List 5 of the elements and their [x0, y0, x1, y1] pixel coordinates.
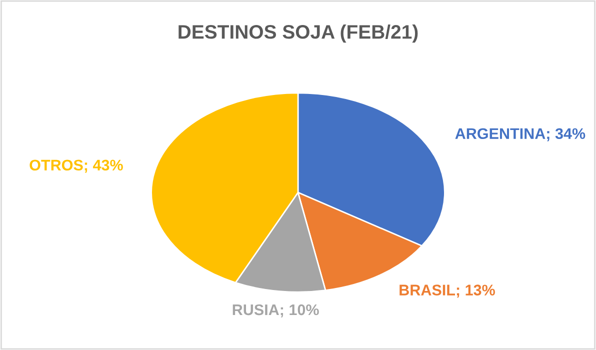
chart-title: DESTINOS SOJA (FEB/21)	[178, 24, 418, 43]
slice-label: BRASIL; 13%	[400, 284, 495, 298]
slice-label: OTROS; 43%	[30, 160, 123, 173]
slice-label: RUSIA; 10%	[232, 304, 319, 318]
slice-label: ARGENTINA; 34%	[455, 128, 586, 142]
